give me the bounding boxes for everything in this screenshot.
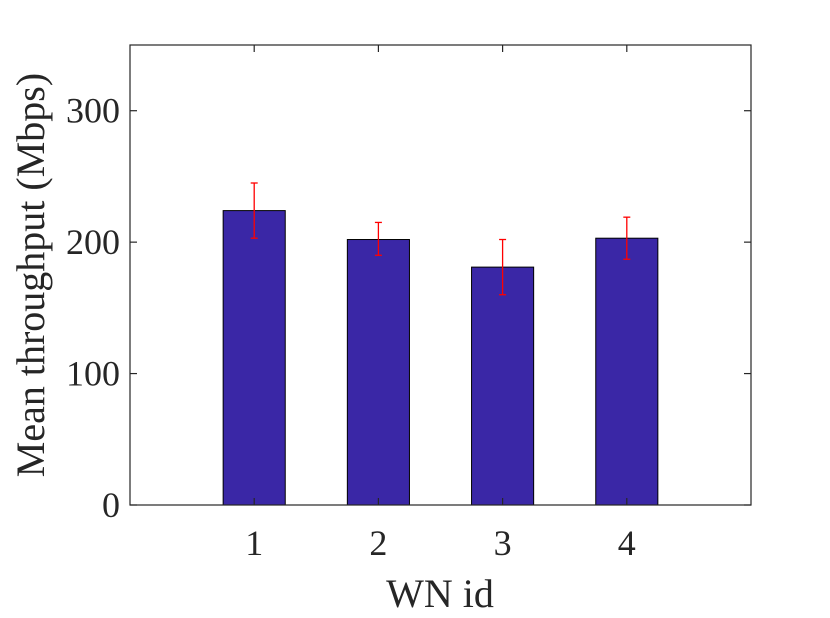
y-tick-label-300: 300 [66, 91, 120, 131]
x-tick-label-4: 4 [618, 523, 636, 563]
bar-2 [346, 239, 410, 506]
x-tick-label-3: 3 [494, 523, 512, 563]
y-tick-label-100: 100 [66, 354, 120, 394]
bar-3 [471, 266, 535, 506]
x-tick-label-1: 1 [245, 523, 263, 563]
y-axis-title: Mean throughput (Mbps) [8, 73, 53, 477]
axes-box [129, 44, 752, 506]
y-tick-label-200: 200 [66, 222, 120, 262]
x-axis-title: WN id [386, 571, 494, 616]
bar-1 [222, 210, 286, 506]
plot-area: 0 100 200 300 1 2 3 4 [66, 44, 752, 563]
bar-4 [595, 237, 659, 506]
y-tick-label-0: 0 [102, 485, 120, 525]
x-tick-label-2: 2 [369, 523, 387, 563]
